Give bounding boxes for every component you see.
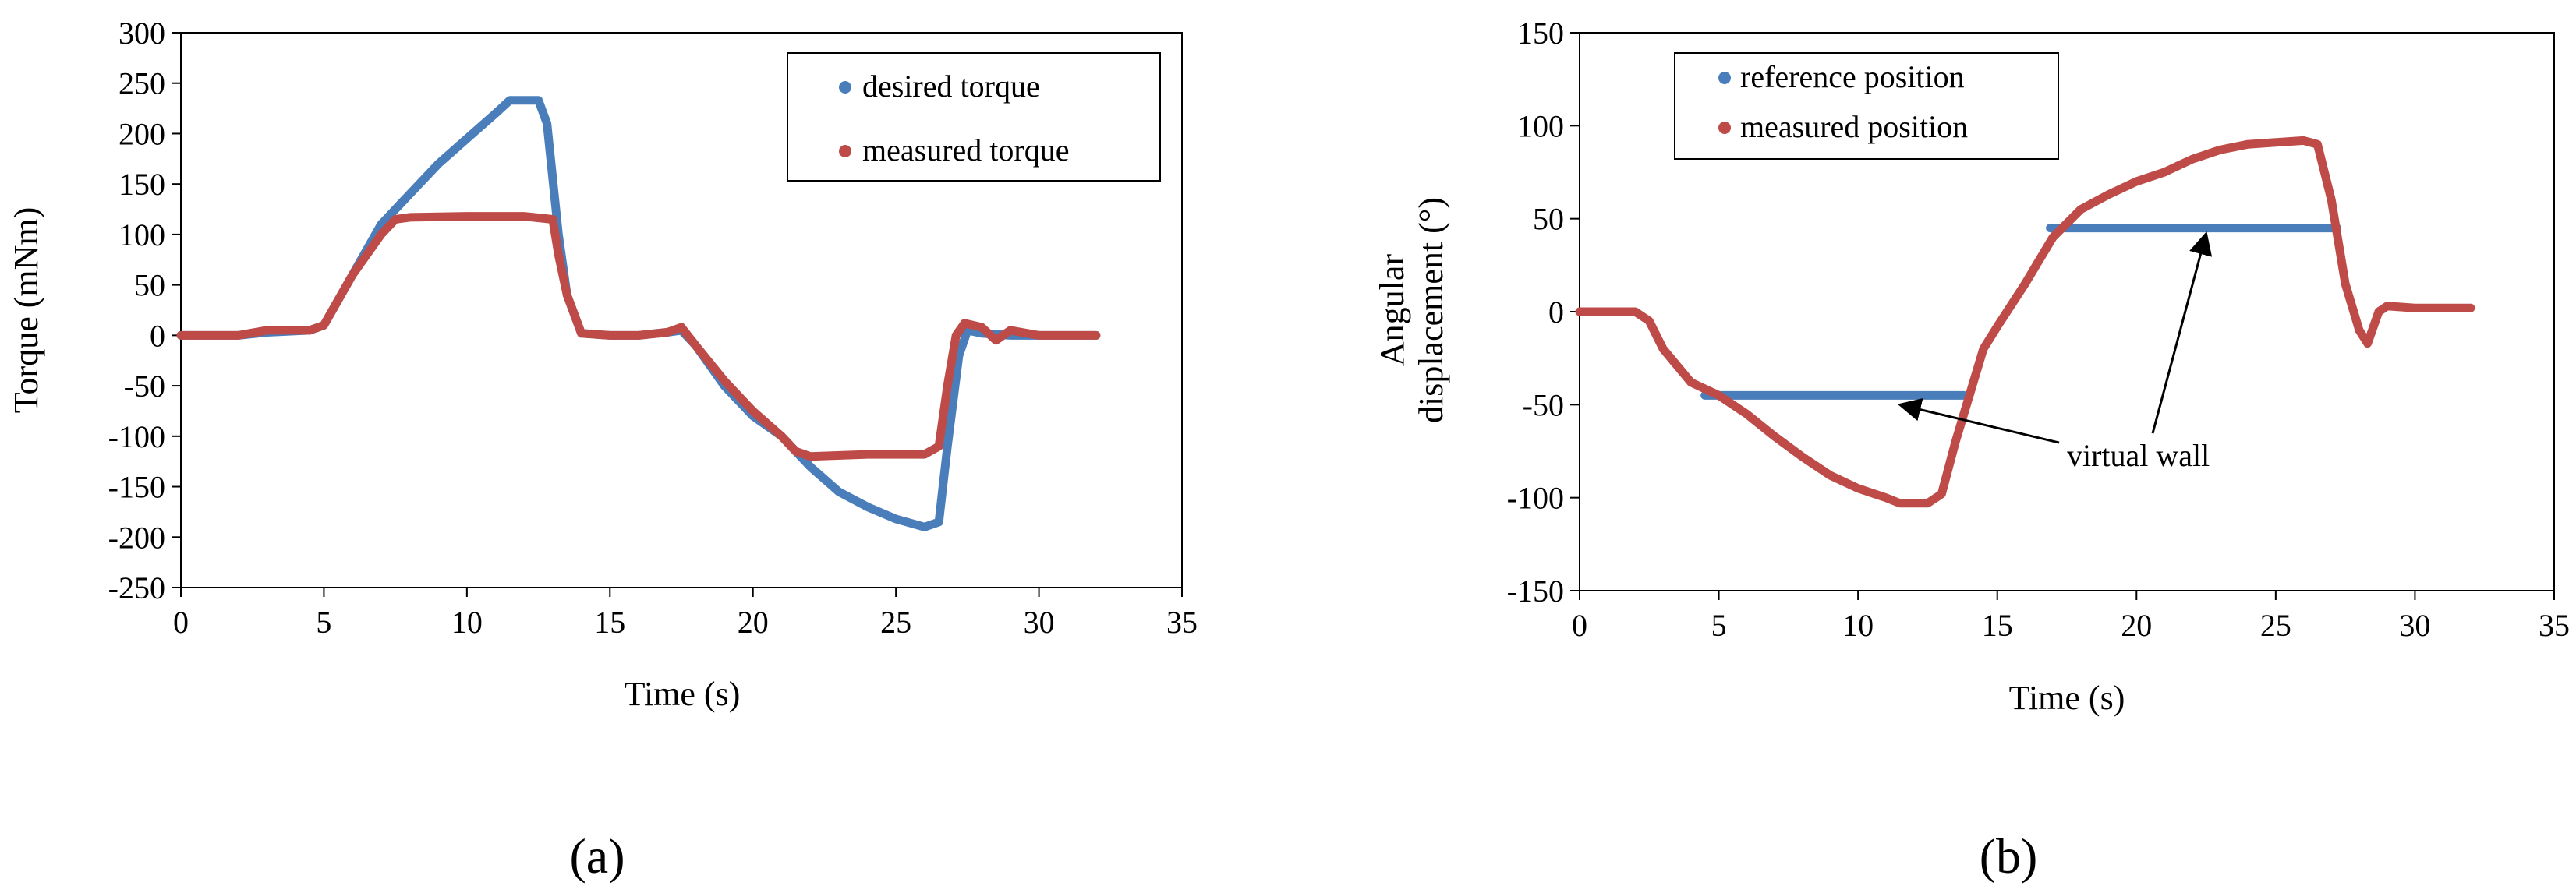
x-tick-label: 35	[2539, 608, 2570, 643]
x-tick-label: 0	[1572, 608, 1587, 643]
chart-b-panel-label: (b)	[1980, 828, 2038, 884]
y-tick-label: 300	[119, 16, 165, 51]
chart-b-legend: reference position measured position	[1674, 52, 2059, 160]
y-tick-label: 50	[134, 268, 165, 303]
x-tick-label: 5	[316, 605, 331, 640]
chart-a-legend-measured-torque: measured torque	[862, 132, 1069, 168]
chart-a-legend-marker-measured	[839, 145, 851, 157]
x-tick-label: 0	[173, 605, 189, 640]
series-measured-torque	[176, 212, 1101, 461]
y-tick-label: 0	[150, 318, 165, 353]
x-tick-label: 30	[1024, 605, 1055, 640]
chart-a-legend-desired-torque: desired torque	[862, 69, 1040, 104]
chart-b-y-axis-title-line2: displacement (°)	[1412, 197, 1450, 423]
chart-b-legend-reference-position: reference position	[1740, 59, 1965, 94]
chart-a-panel-label: (a)	[569, 828, 625, 884]
chart-b-legend-marker-reference	[1718, 72, 1731, 84]
chart-b-annotation: virtual wall	[1897, 231, 2213, 473]
x-tick-label: 10	[451, 605, 483, 640]
y-tick-label: 100	[1517, 108, 1564, 143]
chart-b-y-axis-title-line1: Angular	[1373, 254, 1411, 367]
y-tick-label: -150	[1507, 574, 1564, 609]
y-tick-label: 150	[1517, 16, 1564, 51]
chart-b-legend-box	[1674, 52, 2059, 160]
chart-b-angular-displacement: 150 100 50 0 -50 -100 -150 0 5 10 15 20 25 30 35 virt…	[1373, 16, 2570, 884]
chart-b-series	[1575, 136, 2475, 508]
x-tick-label: 10	[1842, 608, 1874, 643]
chart-a-legend-box	[787, 52, 1161, 182]
y-tick-label: 200	[119, 116, 165, 151]
x-tick-label: 15	[1982, 608, 2013, 643]
y-tick-label: 50	[1533, 202, 1564, 237]
chart-a-legend-marker-desired	[839, 81, 851, 94]
chart-b-legend-measured-position: measured position	[1740, 109, 1968, 144]
chart-a-x-axis-title: Time (s)	[625, 675, 741, 713]
y-tick-label: -50	[1523, 387, 1564, 422]
x-tick-label: 15	[594, 605, 625, 640]
chart-a-y-ticks: 300 250 200 150 100 50 0 -50 -100 -150 -200 -250	[108, 16, 181, 605]
chart-b-y-ticks: 150 100 50 0 -50 -100 -150	[1507, 16, 1580, 609]
y-tick-label: 250	[119, 66, 165, 101]
annotation-arrow-left	[1897, 398, 2060, 444]
x-tick-label: 25	[880, 605, 911, 640]
y-tick-label: -200	[108, 520, 165, 555]
x-tick-label: 20	[2121, 608, 2152, 643]
y-tick-label: -100	[1507, 481, 1564, 516]
y-tick-label: -100	[108, 419, 165, 454]
x-tick-label: 25	[2260, 608, 2291, 643]
chart-a-x-ticks: 0 5 10 15 20 25 30 35	[173, 588, 1198, 640]
chart-b-legend-marker-measured	[1718, 122, 1731, 134]
y-tick-label: 150	[119, 167, 165, 202]
chart-b-annotation-virtual-wall: virtual wall	[2067, 438, 2210, 473]
x-tick-label: 5	[1711, 608, 1727, 643]
chart-a-legend: desired torque measured torque	[787, 52, 1161, 182]
chart-b-x-axis-title: Time (s)	[2009, 679, 2125, 717]
series-measured-position	[1575, 136, 2475, 508]
y-tick-label: -150	[108, 470, 165, 505]
y-tick-label: 0	[1548, 295, 1564, 330]
chart-a-y-axis-title: Torque (mNm)	[7, 207, 45, 414]
chart-a-series	[176, 96, 1101, 531]
y-tick-label: -50	[124, 369, 165, 404]
x-tick-label: 30	[2399, 608, 2430, 643]
x-tick-label: 35	[1166, 605, 1198, 640]
y-tick-label: -250	[108, 570, 165, 605]
y-tick-label: 100	[119, 217, 165, 252]
annotation-arrow-right	[2151, 231, 2213, 434]
chart-b-x-ticks: 0 5 10 15 20 25 30 35	[1572, 591, 2570, 643]
chart-a-torque: 300 250 200 150 100 50 0 -50 -100 -150 -200 -250 0 5…	[7, 16, 1198, 884]
x-tick-label: 20	[738, 605, 769, 640]
